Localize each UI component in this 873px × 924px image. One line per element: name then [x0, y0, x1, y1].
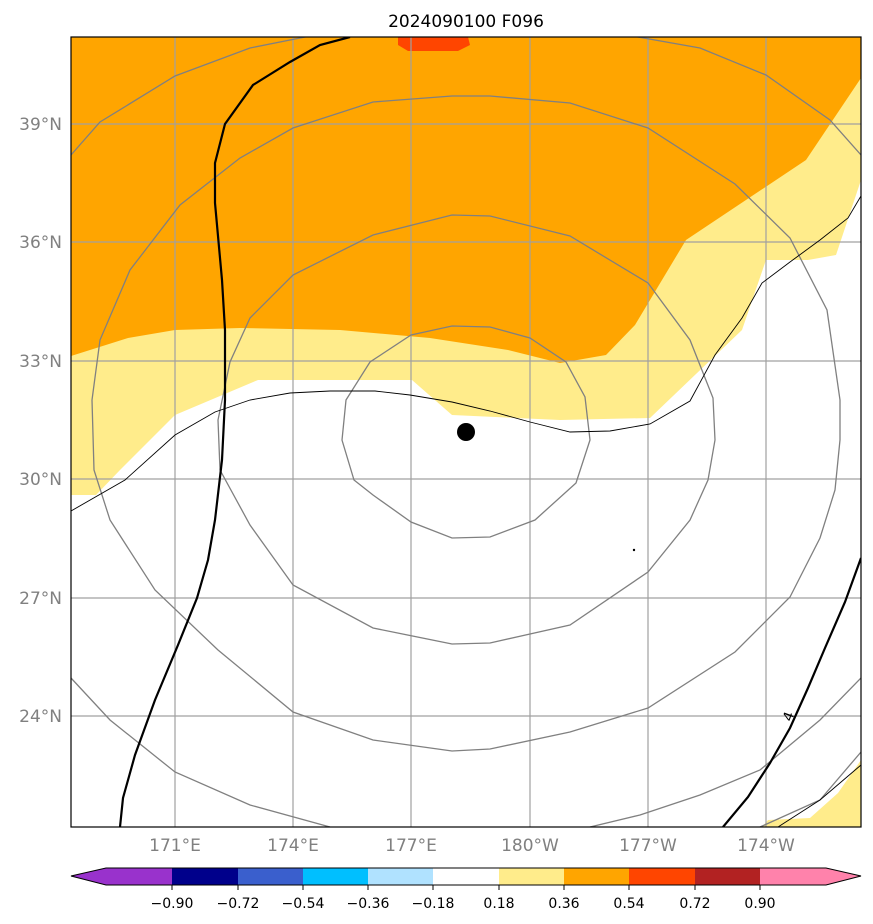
lon-label: 174°W [737, 836, 795, 856]
thin-black-contour-corner [777, 764, 861, 827]
graticule [71, 37, 861, 827]
colorbar-segment [629, 868, 695, 885]
lat-label: 39°N [19, 115, 62, 135]
colorbar-extend-low [71, 868, 172, 885]
shading-orange [71, 37, 861, 363]
thin-black-contour [71, 195, 861, 512]
lon-label: 174°E [267, 836, 319, 856]
shading-red-orange [398, 37, 470, 51]
small-dot-marker [632, 548, 636, 552]
contour-ring-3 [91, 95, 841, 752]
lon-label: 171°E [149, 836, 201, 856]
map-content: 4 [71, 37, 861, 827]
colorbar-tick-label: 0.72 [679, 896, 710, 912]
pressure-contours [71, 37, 861, 827]
lat-label: 33°N [19, 352, 62, 372]
colorbar-tick-label: −0.54 [282, 896, 325, 912]
lat-label: 30°N [19, 470, 62, 490]
colorbar-tick-label: 0.90 [744, 896, 775, 912]
lon-label: 177°W [619, 836, 677, 856]
storm-center-marker [457, 423, 475, 441]
colorbar-segment [433, 868, 499, 885]
thick-contour-left [118, 37, 351, 827]
colorbar-tick-label: −0.72 [217, 896, 260, 912]
colorbar-tick-label: 0.18 [483, 896, 514, 912]
colorbar-extend-high [760, 868, 861, 885]
lon-label: 177°E [385, 836, 437, 856]
contour-ring-1 [341, 325, 591, 539]
colorbar-segment [564, 868, 629, 885]
colorbar-segment [303, 868, 368, 885]
colorbar-outline [70, 867, 862, 886]
colorbar-segment [172, 868, 238, 885]
thick-contour-right [722, 557, 861, 827]
colorbar-tick-label: −0.90 [151, 896, 194, 912]
colorbar-tick-label: 0.36 [548, 896, 579, 912]
lon-label: 180°W [501, 836, 559, 856]
map-title: 2024090100 F096 [388, 12, 544, 32]
colorbar-tick-label: 0.54 [613, 896, 644, 912]
colorbar-segment [695, 868, 760, 885]
colorbar-tick-label: −0.18 [412, 896, 455, 912]
colorbar-segment [499, 868, 564, 885]
longitude-labels: 171°E 174°E 177°E 180°W 177°W 174°W [149, 836, 795, 856]
colorbar: −0.90 −0.72 −0.54 −0.36 −0.18 0.18 0.36 … [70, 867, 862, 912]
colorbar-segment [368, 868, 433, 885]
contour-ring-4 [71, 37, 861, 156]
lat-label: 27°N [19, 589, 62, 609]
colorbar-tick-label: −0.36 [347, 896, 390, 912]
shading-light-yellow-corner [762, 760, 861, 827]
map-frame [70, 36, 862, 828]
contour-ring-4-lower [71, 677, 861, 827]
lat-label: 36°N [19, 233, 62, 253]
latitude-labels: 39°N 36°N 33°N 30°N 27°N 24°N [19, 115, 62, 727]
contour-ring-2 [217, 214, 716, 645]
colorbar-segment [238, 868, 303, 885]
lat-label: 24°N [19, 707, 62, 727]
